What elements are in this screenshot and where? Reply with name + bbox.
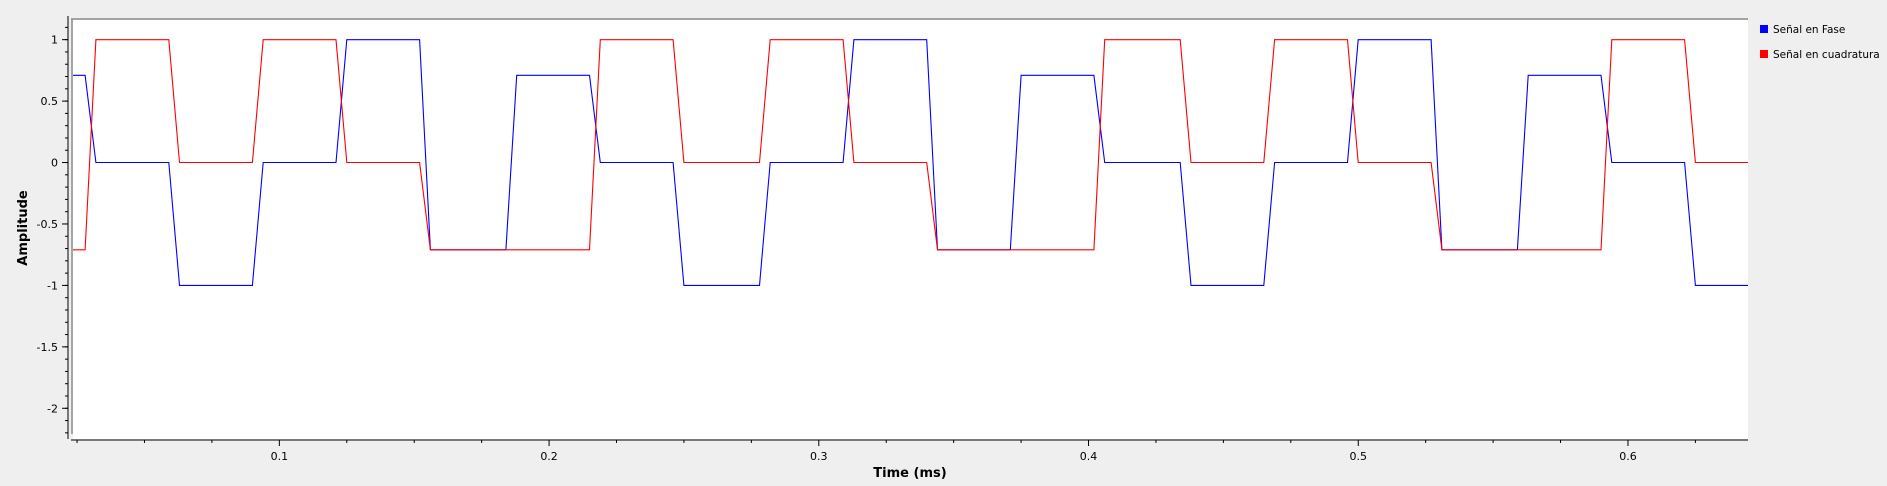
x-tick-label: 0.6 xyxy=(1619,450,1637,463)
legend: Señal en Fase Señal en cuadratura xyxy=(1760,24,1880,61)
y-axis-title: Amplitude xyxy=(16,190,31,266)
legend-swatch xyxy=(1760,50,1768,58)
y-tick-label: 1 xyxy=(51,34,58,47)
x-axis: 0.1 0.2 0.3 0.4 0.5 0.6 xyxy=(71,439,1748,463)
x-tick-label: 0.5 xyxy=(1349,450,1367,463)
y-tick-label: -0.5 xyxy=(37,218,58,231)
y-tick-label: -1.5 xyxy=(37,341,58,354)
legend-swatch xyxy=(1760,25,1768,33)
legend-label: Señal en cuadratura xyxy=(1773,49,1880,61)
y-tick-label: 0.5 xyxy=(41,95,59,108)
y-axis: 1 0.5 0 -0.5 -1 -1.5 -2 xyxy=(37,16,69,439)
x-axis-title: Time (ms) xyxy=(873,466,946,481)
x-tick-label: 0.4 xyxy=(1080,450,1098,463)
y-tick-label: 0 xyxy=(51,157,58,170)
series-line-2 xyxy=(73,39,1748,251)
plot-background xyxy=(73,20,1748,439)
x-tick-label: 0.1 xyxy=(271,450,289,463)
x-tick-label: 0.3 xyxy=(810,450,828,463)
y-tick-label: -2 xyxy=(47,402,58,415)
y-tick-label: -1 xyxy=(47,279,58,292)
x-tick-label: 0.2 xyxy=(540,450,558,463)
legend-label: Señal en Fase xyxy=(1773,24,1845,36)
series-layer xyxy=(73,39,1748,286)
